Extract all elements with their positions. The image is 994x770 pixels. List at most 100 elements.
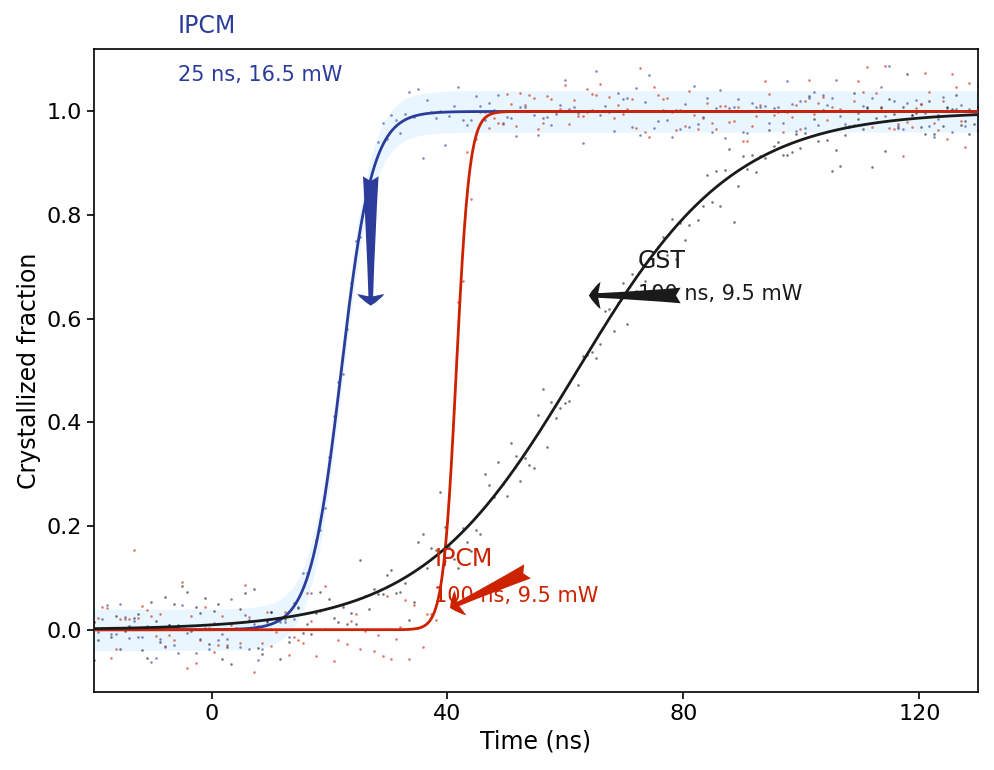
Point (143, 655, 159, 668)
Point (903, 121, 918, 133)
Point (494, 118, 510, 130)
Point (449, 296, 465, 308)
Point (103, 628, 119, 640)
Point (476, 468, 492, 480)
Point (410, 536, 425, 548)
Point (139, 651, 155, 664)
Point (303, 615, 319, 628)
Point (765, 102, 781, 114)
Point (916, 106, 932, 119)
Point (881, 122, 897, 135)
Point (490, 89, 506, 102)
Point (708, 102, 724, 114)
Point (543, 92, 559, 105)
Point (241, 614, 256, 627)
Point (98, 602, 114, 614)
Point (116, 624, 132, 637)
Point (850, 75, 866, 88)
Point (796, 95, 812, 107)
Point (708, 122, 724, 135)
Point (281, 636, 297, 648)
Point (614, 108, 630, 120)
Point (392, 585, 408, 598)
Point (397, 108, 413, 120)
Point (783, 112, 799, 124)
Point (694, 112, 710, 124)
Point (951, 119, 967, 132)
Point (476, 106, 492, 119)
Point (721, 116, 737, 128)
Point (760, 88, 776, 100)
Point (263, 640, 279, 652)
Point (534, 383, 550, 395)
Point (543, 395, 559, 407)
Point (739, 135, 754, 147)
Point (143, 610, 159, 622)
Point (85, 616, 101, 628)
Point (98, 621, 114, 634)
Point (139, 620, 155, 632)
Point (778, 149, 794, 161)
Point (543, 119, 559, 131)
Point (316, 580, 332, 592)
Point (397, 577, 413, 589)
Point (725, 216, 741, 229)
Point (174, 576, 190, 588)
Point (521, 105, 537, 118)
Point (805, 108, 821, 120)
Point (165, 598, 181, 610)
Point (641, 130, 657, 142)
Point (445, 553, 461, 565)
Point (827, 74, 843, 86)
Point (521, 89, 537, 101)
Point (307, 534, 323, 546)
Point (739, 127, 754, 139)
Point (370, 588, 386, 600)
Point (467, 90, 483, 102)
Point (969, 79, 985, 92)
Point (548, 412, 564, 424)
Point (374, 649, 390, 661)
Point (872, 81, 888, 93)
Point (712, 199, 728, 212)
Point (272, 653, 288, 665)
Point (525, 92, 541, 105)
Point (600, 106, 616, 119)
Point (929, 124, 945, 136)
Point (632, 62, 648, 74)
Point (224, 619, 240, 631)
Point (960, 102, 976, 115)
Point (330, 615, 346, 628)
Point (969, 124, 985, 136)
Point (947, 81, 963, 93)
Point (440, 490, 456, 502)
Point (197, 621, 213, 634)
Point (591, 79, 607, 91)
Point (751, 149, 767, 162)
Point (667, 124, 683, 136)
Point (774, 126, 790, 139)
Point (920, 85, 936, 98)
Point (623, 268, 639, 280)
Point (938, 102, 954, 114)
Point (654, 92, 670, 105)
Point (263, 606, 279, 618)
Point (814, 103, 830, 116)
Point (170, 622, 186, 634)
Point (121, 613, 137, 625)
Point (965, 117, 981, 129)
Point (596, 304, 612, 316)
Point (552, 402, 568, 414)
Point (916, 66, 932, 79)
Point (956, 141, 972, 153)
Point (134, 600, 150, 612)
Point (183, 622, 199, 634)
Point (276, 606, 292, 618)
Point (503, 112, 519, 124)
Point (872, 101, 888, 113)
Point (463, 114, 479, 126)
Point (508, 129, 524, 142)
Point (699, 92, 715, 104)
Point (587, 352, 603, 364)
Point (881, 60, 897, 72)
